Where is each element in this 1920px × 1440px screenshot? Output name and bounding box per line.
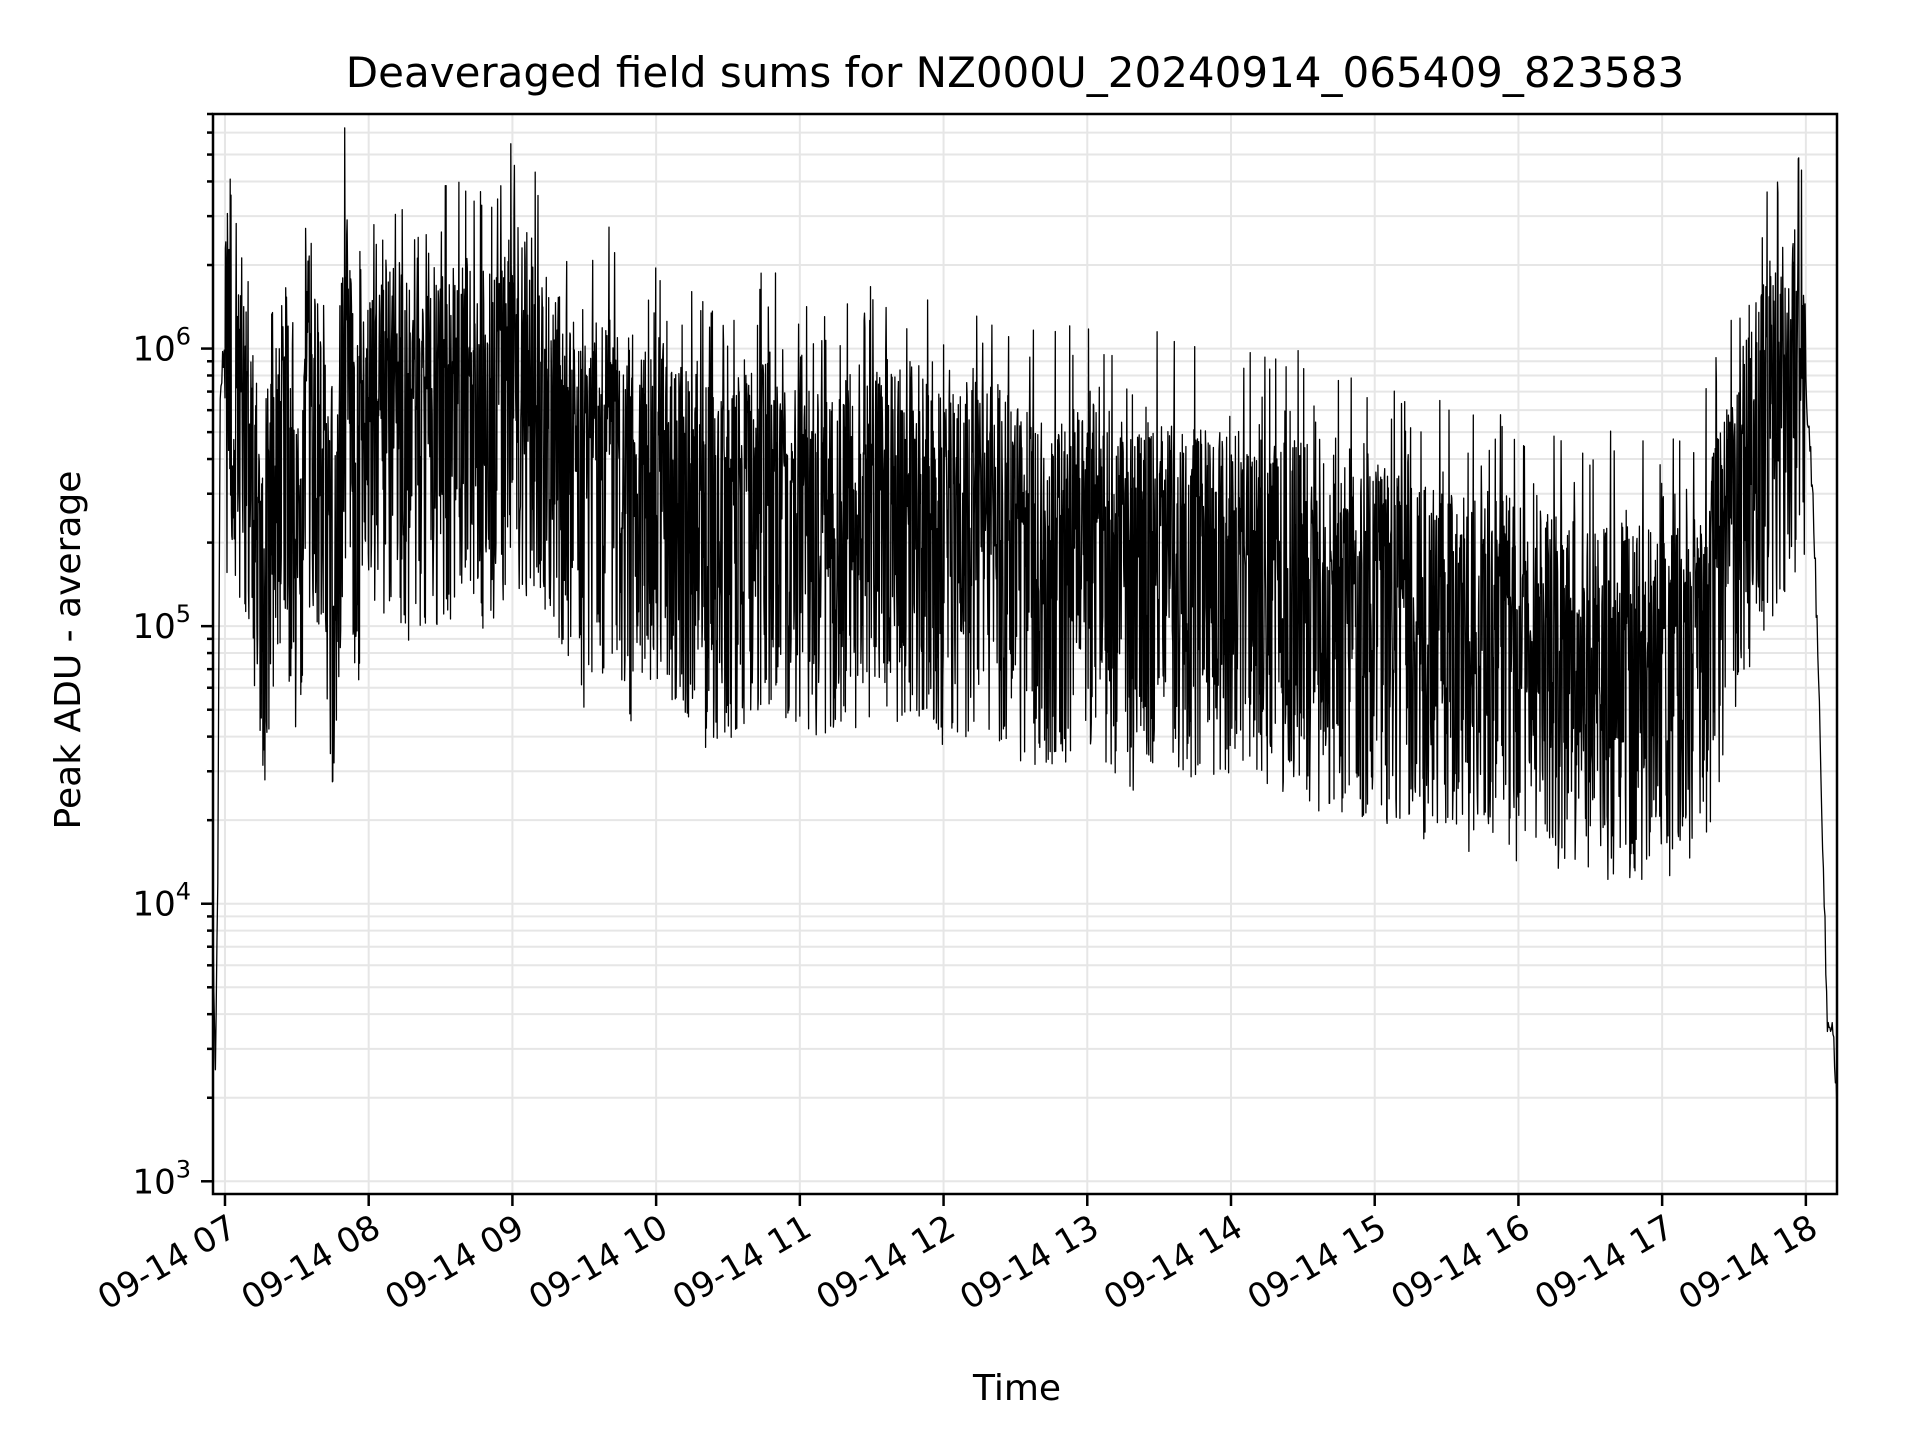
y-tick-label: 106 [132,323,191,370]
peak-adu-line [212,127,1838,1111]
y-tick-label: 105 [132,600,191,647]
chart-title: Deaveraged field sums for NZ000U_2024091… [346,48,1684,97]
data-trace [212,127,1838,1111]
x-axis-label: Time [972,1368,1061,1409]
y-tick-label: 104 [132,878,191,925]
y-axis-label: Peak ADU - average [48,471,89,830]
y-tick-label: 103 [132,1155,191,1202]
